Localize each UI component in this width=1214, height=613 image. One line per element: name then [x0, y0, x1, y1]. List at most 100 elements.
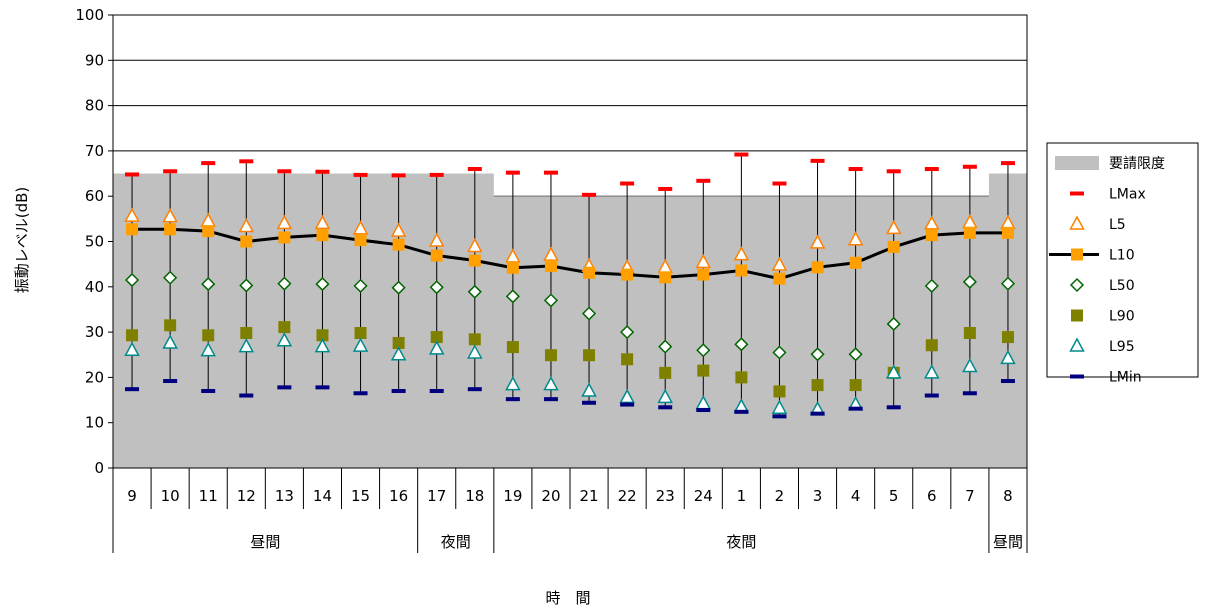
data-point-L90	[126, 329, 139, 342]
data-point-L95	[771, 399, 788, 414]
y-tick-label: 20	[85, 368, 104, 386]
data-point-LMax	[620, 181, 635, 186]
data-point-L50	[505, 289, 520, 304]
data-point-LMin	[582, 400, 597, 405]
data-point-L90	[925, 339, 938, 352]
data-point-L10	[544, 259, 557, 272]
data-point-L90	[697, 364, 710, 377]
data-point-LMin	[772, 414, 787, 419]
x-tick-label: 2	[775, 487, 785, 505]
data-point-LMax	[924, 167, 939, 172]
data-point-L5	[352, 220, 369, 235]
x-tick-label: 18	[465, 487, 484, 505]
data-point-L10	[240, 235, 253, 248]
x-tick-label: 15	[351, 487, 370, 505]
legend-marker-L50	[1069, 277, 1085, 293]
data-point-L5	[238, 217, 255, 233]
data-point-L90	[202, 329, 215, 342]
data-point-L95	[505, 376, 521, 391]
data-point-L10	[354, 234, 367, 247]
legend-marker-LMin	[1070, 374, 1084, 379]
legend-label: 要請限度	[1109, 156, 1165, 172]
data-point-L5	[467, 237, 483, 253]
data-point-L50	[391, 280, 406, 295]
data-point-L50	[581, 306, 597, 321]
data-point-L50	[163, 270, 178, 285]
data-point-LMin	[543, 397, 558, 402]
data-point-L5	[276, 214, 293, 230]
data-point-L10	[583, 266, 596, 279]
data-point-LMin	[1000, 379, 1015, 384]
data-point-L90	[392, 336, 405, 349]
data-point-L50	[810, 347, 825, 362]
data-point-L50	[962, 274, 977, 289]
data-point-L50	[772, 345, 787, 360]
data-point-L5	[809, 234, 826, 249]
data-point-LMin	[886, 405, 901, 410]
legend-marker-LMax	[1070, 191, 1084, 196]
data-point-LMin	[467, 387, 482, 392]
data-point-LMin	[734, 409, 749, 414]
data-point-L5	[162, 208, 178, 223]
data-point-L10	[316, 229, 329, 242]
x-tick-label: 14	[313, 487, 332, 505]
y-tick-label: 100	[75, 6, 104, 24]
x-tick-label: 3	[813, 487, 823, 505]
legend-label: L95	[1109, 339, 1135, 355]
data-point-LMax	[848, 167, 863, 172]
data-point-L5	[847, 231, 864, 246]
data-point-L10	[202, 225, 215, 238]
data-point-L50	[848, 347, 863, 362]
legend-label: L5	[1109, 217, 1126, 233]
x-tick-label: 20	[541, 487, 560, 505]
data-point-L50	[467, 284, 482, 299]
data-point-LMax	[734, 152, 749, 157]
data-point-LMin	[848, 406, 863, 411]
data-point-L5	[695, 253, 712, 269]
data-point-LMin	[201, 388, 216, 393]
x-tick-label: 7	[965, 487, 975, 505]
data-point-LMin	[696, 408, 711, 413]
data-point-L95	[162, 334, 178, 349]
x-tick-label: 10	[161, 487, 180, 505]
data-point-L5	[885, 219, 902, 235]
legend-marker-L10	[1071, 248, 1083, 261]
data-point-L50	[201, 277, 216, 292]
data-point-L50	[620, 325, 635, 340]
data-point-L50	[429, 280, 444, 295]
legend-label: LMin	[1109, 370, 1142, 386]
data-point-L10	[887, 240, 900, 253]
data-point-LMax	[239, 159, 254, 164]
data-point-L90	[544, 349, 557, 362]
data-point-LMax	[772, 181, 787, 186]
data-point-L95	[428, 340, 445, 355]
y-tick-label: 30	[85, 323, 104, 341]
data-point-L90	[1001, 331, 1014, 344]
data-point-L10	[811, 261, 824, 274]
data-point-L90	[659, 366, 672, 379]
x-tick-label: 17	[427, 487, 446, 505]
y-tick-label: 0	[94, 459, 104, 477]
data-point-LMin	[658, 405, 673, 410]
data-point-L95	[352, 337, 369, 352]
data-point-LMax	[429, 172, 444, 177]
x-tick-label: 22	[618, 487, 637, 505]
data-point-LMin	[391, 388, 406, 393]
data-point-L50	[353, 278, 368, 293]
period-label: 夜間	[726, 533, 756, 551]
data-point-LMax	[467, 167, 482, 172]
data-point-L5	[924, 215, 940, 230]
data-point-LMin	[429, 388, 444, 393]
x-axis-title: 時 間	[545, 589, 590, 607]
data-point-L95	[314, 338, 331, 353]
x-tick-label: 8	[1003, 487, 1013, 505]
legend-label: L50	[1109, 278, 1135, 294]
data-point-L10	[468, 254, 481, 267]
x-tick-label: 9	[127, 487, 137, 505]
data-point-L95	[238, 338, 255, 353]
y-tick-label: 80	[85, 97, 104, 115]
limit-area	[113, 173, 1027, 469]
legend: 要請限度 LMax L5 L10 L50 L90 L95 LMin	[1046, 142, 1199, 386]
